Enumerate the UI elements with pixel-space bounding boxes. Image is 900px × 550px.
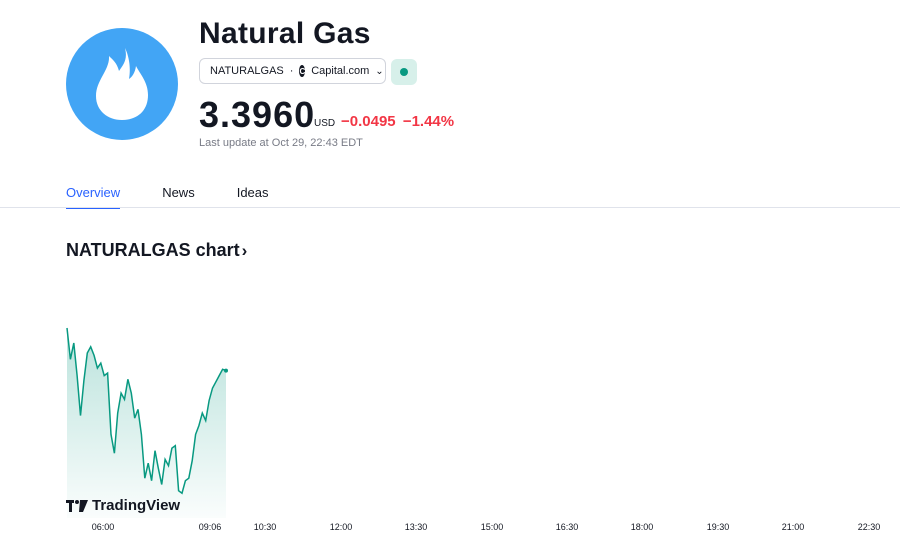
x-tick-label: 06:00 xyxy=(91,522,115,532)
flame-icon xyxy=(96,48,148,120)
natural-gas-flame-logo xyxy=(66,28,178,140)
price-change: −0.0495 −1.44% xyxy=(341,113,454,130)
tab-overview[interactable]: Overview xyxy=(66,185,121,209)
symbol-label: NATURALGAS xyxy=(210,65,284,77)
x-tick-label: 13:30 xyxy=(404,522,428,532)
price-series-line xyxy=(66,327,227,495)
x-tick-label: 15:00 xyxy=(480,522,504,532)
x-tick-label: 22:30 xyxy=(857,522,881,532)
exchange-label: Capital.com xyxy=(311,65,370,77)
status-dot-icon xyxy=(400,68,408,76)
tab-news[interactable]: News xyxy=(162,185,195,200)
market-status-indicator[interactable] xyxy=(391,59,417,85)
symbol-exchange-selector[interactable]: NATURALGAS · C Capital.com ⌄ xyxy=(199,58,386,84)
tab-bar: Overview News Ideas xyxy=(66,185,269,209)
x-tick-label: 18:00 xyxy=(630,522,654,532)
last-price-point xyxy=(224,368,228,373)
x-tick-label: 16:30 xyxy=(555,522,579,532)
watermark-text: TradingView xyxy=(92,497,181,514)
x-axis-labels: 06:00 09:06 10:30 12:00 13:30 15:00 16:30 18:00… xyxy=(0,522,900,538)
x-tick-label: 19:30 xyxy=(706,522,730,532)
chevron-right-icon: › xyxy=(241,241,248,260)
x-tick-label: 21:00 xyxy=(781,522,805,532)
chart-heading-link[interactable]: NATURALGAS chart › xyxy=(66,240,247,261)
currency-label: USD xyxy=(314,118,336,129)
change-value: −0.0495 xyxy=(341,113,396,130)
tradingview-watermark: TradingView xyxy=(66,497,180,514)
price-chart[interactable] xyxy=(0,300,900,520)
separator-dot: · xyxy=(289,65,294,77)
tabs-divider xyxy=(0,207,900,208)
tradingview-logo-icon xyxy=(66,499,88,512)
capital-com-icon: C xyxy=(299,65,306,77)
tab-ideas[interactable]: Ideas xyxy=(236,185,269,200)
x-tick-label: 12:00 xyxy=(329,522,353,532)
page-title: Natural Gas xyxy=(199,17,371,50)
price-area-fill xyxy=(67,328,226,518)
chart-heading-text: NATURALGAS chart xyxy=(66,240,240,260)
change-percent: −1.44% xyxy=(402,113,455,130)
last-update-time: Last update at Oct 29, 22:43 EDT xyxy=(199,137,363,149)
x-tick-label: 10:30 xyxy=(253,522,277,532)
last-price: 3.3960 xyxy=(199,94,316,135)
chevron-down-icon: ⌄ xyxy=(375,65,384,77)
x-tick-label: 09:06 xyxy=(198,522,222,532)
